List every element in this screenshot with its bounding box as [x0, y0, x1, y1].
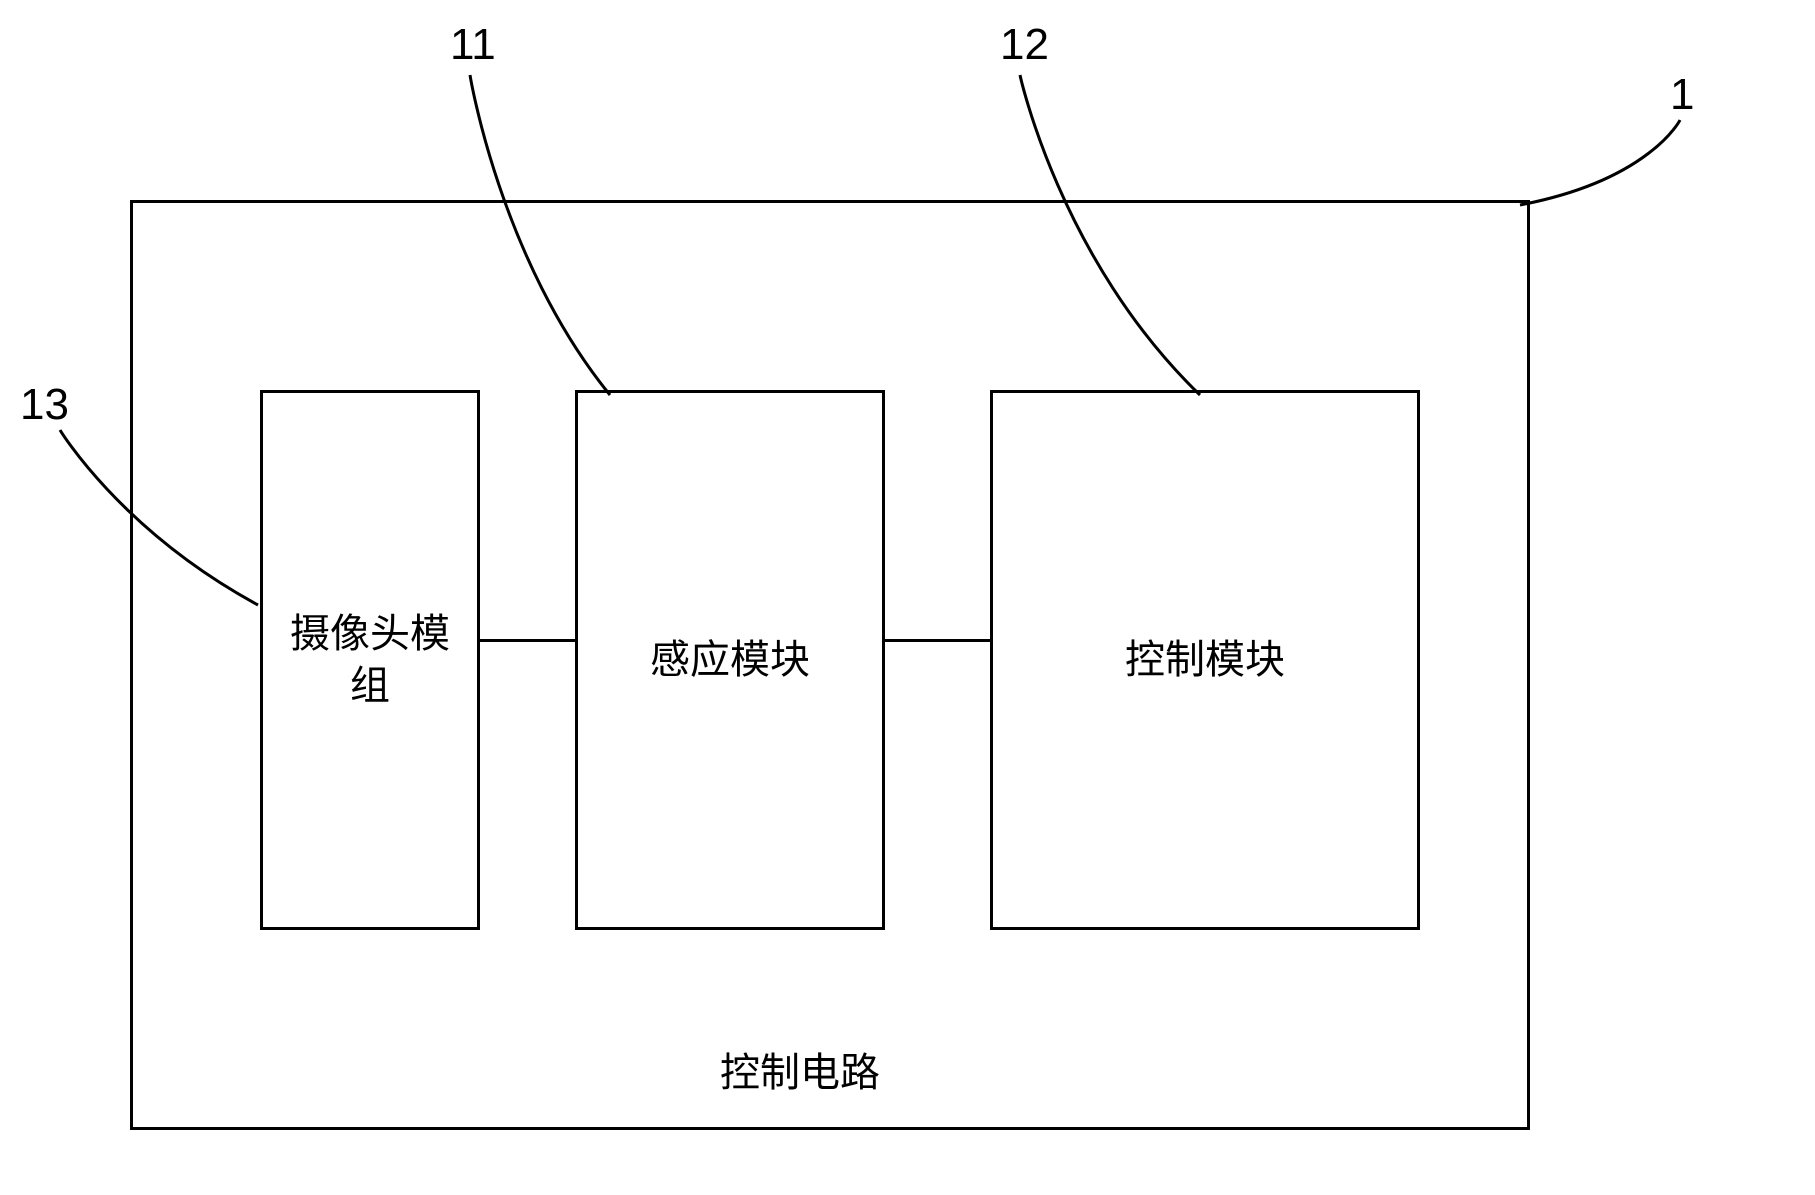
callout-label-13: 13 — [20, 380, 69, 430]
camera-module-block: 摄像头模 组 — [260, 390, 480, 930]
callout-label-12: 12 — [1000, 20, 1049, 70]
sensor-module-block: 感应模块 — [575, 390, 885, 930]
callout-label-11: 11 — [450, 20, 496, 70]
control-module-block: 控制模块 — [990, 390, 1420, 930]
control-module-label: 控制模块 — [1125, 634, 1285, 686]
diagram-canvas: { "diagram": { "type": "block-diagram", … — [0, 0, 1815, 1195]
sensor-module-label: 感应模块 — [650, 634, 810, 686]
callout-label-1: 1 — [1670, 70, 1694, 120]
leader-1 — [1520, 120, 1680, 205]
connector-sensor-control — [885, 639, 990, 642]
connector-camera-sensor — [480, 639, 575, 642]
control-circuit-label: 控制电路 — [720, 1040, 880, 1098]
camera-module-label: 摄像头模 组 — [290, 608, 450, 712]
